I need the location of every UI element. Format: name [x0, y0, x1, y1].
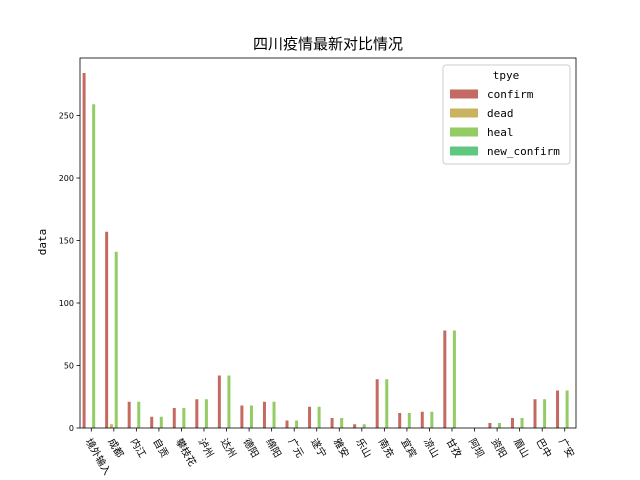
- legend-swatch: [450, 108, 478, 118]
- x-tick-label: 雅安: [331, 436, 352, 460]
- bar-confirm: [150, 416, 154, 428]
- y-tick-label: 250: [59, 112, 74, 121]
- legend: tpye confirm dead heal new_confirm: [442, 64, 571, 165]
- bar-confirm: [172, 408, 176, 428]
- bar-confirm: [420, 411, 424, 428]
- bar-heal: [182, 408, 186, 428]
- legend-swatch: [450, 127, 478, 137]
- bar-heal: [92, 104, 96, 428]
- bar-heal: [204, 399, 208, 428]
- bar-confirm: [105, 231, 109, 428]
- bar-heal: [362, 424, 366, 428]
- bar-heal: [497, 423, 501, 428]
- legend-entry-label: confirm: [487, 88, 534, 101]
- bar-confirm: [488, 423, 492, 428]
- bar-heal: [520, 418, 524, 428]
- bar-heal: [385, 379, 389, 428]
- bar-confirm: [195, 399, 199, 428]
- bar-confirm: [285, 420, 289, 428]
- axes-frame: [79, 57, 577, 429]
- bars-group: [82, 73, 569, 428]
- x-tick-label: 广安: [556, 436, 577, 460]
- y-axis-label: data: [36, 229, 49, 256]
- x-tick-label: 甘孜: [443, 436, 464, 460]
- legend-title: tpye: [493, 69, 520, 82]
- x-tick-label: 乐山: [353, 437, 373, 460]
- x-tick-label: 内江: [128, 436, 149, 460]
- bar-confirm: [533, 399, 537, 428]
- x-tick-label: 攀枝花: [173, 436, 199, 468]
- x-tick-label: 遂宁: [308, 436, 329, 460]
- bar-confirm: [556, 390, 560, 428]
- bar-heal: [159, 416, 163, 428]
- x-tick-label: 宜宾: [398, 436, 419, 460]
- y-tick-label: 200: [59, 174, 74, 183]
- bar-confirm: [353, 424, 357, 428]
- bar-heal: [340, 418, 344, 428]
- bar-heal: [249, 405, 253, 428]
- bar-confirm: [375, 379, 379, 428]
- bar-heal: [137, 401, 141, 428]
- y-tick-label: 50: [64, 362, 74, 371]
- x-tick-label: 成都: [105, 437, 125, 460]
- x-tick-label: 南充: [376, 436, 397, 460]
- x-tick-label: 达州: [218, 437, 238, 460]
- x-tick-label: 资阳: [488, 437, 508, 460]
- y-tick-label: 0: [69, 424, 74, 433]
- bar-confirm: [262, 401, 266, 428]
- legend-swatch: [450, 89, 478, 99]
- bar-confirm: [240, 405, 244, 428]
- bar-heal: [430, 411, 434, 428]
- bar-confirm: [82, 73, 86, 428]
- x-tick-label: 德阳: [240, 436, 261, 460]
- chart-title: 四川疫情最新对比情况: [253, 35, 403, 53]
- bar-dead: [109, 424, 113, 428]
- legend-swatch: [450, 146, 478, 156]
- bar-heal: [407, 413, 411, 428]
- x-tick-label: 广元: [286, 437, 306, 460]
- bar-heal: [227, 375, 231, 428]
- x-tick-label: 巴中: [534, 436, 555, 460]
- x-axis-ticks: 境外输入成都 内江 自贡 攀枝花泸州 达州 德阳 绵阳 广元 遂宁 雅安 乐山 南充 宜宾 凉山 甘孜 阿坝资…: [83, 428, 577, 477]
- legend-entry-label: new_confirm: [487, 145, 560, 158]
- bar-confirm: [217, 375, 221, 428]
- x-tick-label: 眉山: [511, 437, 531, 460]
- bar-heal: [317, 406, 321, 428]
- y-axis-ticks: 0 50 100 150 200 250: [59, 112, 80, 433]
- legend-entry-label: heal: [487, 126, 514, 139]
- bar-confirm: [330, 418, 334, 428]
- bar-heal: [543, 399, 547, 428]
- bar-heal: [114, 251, 118, 428]
- x-tick-label: 绵阳: [263, 436, 284, 460]
- bar-confirm: [443, 330, 447, 428]
- x-tick-label: 凉山: [421, 436, 442, 460]
- bar-confirm: [398, 413, 402, 428]
- bar-heal: [452, 330, 456, 428]
- bar-heal: [295, 420, 299, 428]
- x-tick-label: 阿坝: [466, 437, 486, 460]
- bar-confirm: [308, 406, 312, 428]
- y-tick-label: 150: [59, 237, 74, 246]
- bar-confirm: [127, 401, 131, 428]
- bar-confirm: [510, 418, 514, 428]
- y-tick-label: 100: [59, 299, 74, 308]
- legend-entry-label: dead: [487, 107, 514, 120]
- x-tick-label: 泸州: [195, 437, 215, 460]
- bar-heal: [272, 401, 276, 428]
- x-tick-label: 自贡: [150, 436, 171, 460]
- bar-heal: [565, 390, 569, 428]
